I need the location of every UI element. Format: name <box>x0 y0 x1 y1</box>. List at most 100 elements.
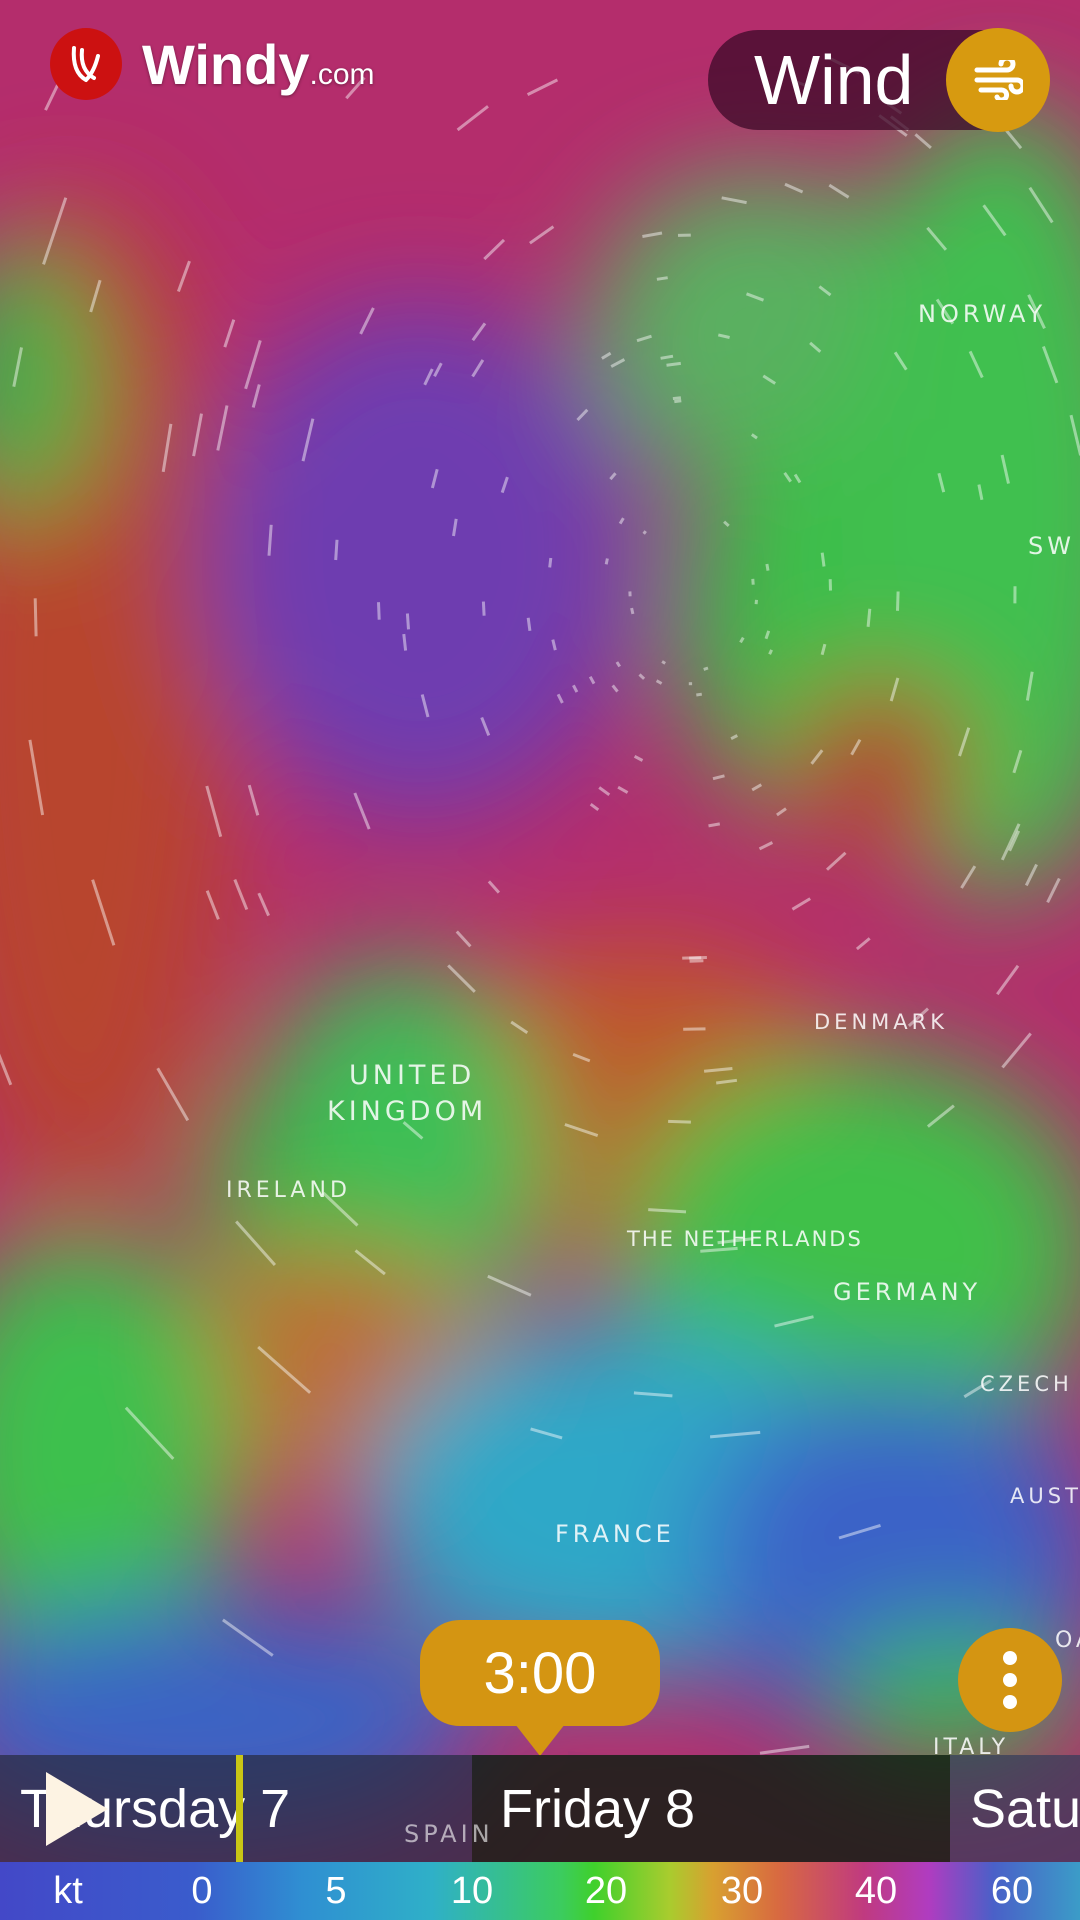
legend-tick: 10 <box>450 1870 494 1912</box>
wind-streak <box>1000 454 1010 484</box>
wind-streak <box>914 133 932 150</box>
wind-streak <box>529 225 555 245</box>
timeline-day[interactable]: Satu <box>950 1755 1080 1862</box>
wind-streak <box>42 197 68 265</box>
wind-streak <box>963 1379 992 1399</box>
wind-streak <box>420 694 430 718</box>
wind-streak <box>548 557 553 568</box>
wind-streak <box>774 1315 814 1328</box>
wind-streak <box>712 774 725 781</box>
wind-streak <box>810 749 824 765</box>
wind-streak <box>716 1078 738 1085</box>
wind-streak <box>768 649 773 655</box>
wind-streak <box>223 319 236 348</box>
wind-streak <box>233 879 249 911</box>
wind-streak <box>551 639 557 651</box>
wind-streak <box>648 1208 687 1214</box>
wind-streak <box>730 734 738 741</box>
wind-streak <box>244 339 262 390</box>
wind-streak <box>526 78 559 96</box>
wind-streak <box>402 1121 424 1140</box>
timeline-day[interactable]: Friday 8 <box>472 1755 950 1862</box>
wind-icon <box>974 60 1023 100</box>
map-label: NORWAY <box>918 300 1047 328</box>
wind-streak <box>926 226 948 251</box>
wind-streak <box>721 196 747 205</box>
wind-streak <box>709 1430 761 1439</box>
wind-streak <box>609 472 617 481</box>
wind-layer-button[interactable] <box>946 28 1050 132</box>
map-label: OA <box>1055 1628 1080 1653</box>
windy-logo[interactable]: Windy.com <box>50 28 375 100</box>
layer-selector[interactable]: Wind <box>708 28 1050 132</box>
wind-streak <box>251 384 261 408</box>
timeline[interactable]: Thursday 7 Friday 8 Satu <box>0 1755 1080 1862</box>
wind-streak <box>745 292 765 302</box>
wind-streak <box>633 754 644 762</box>
wind-streak <box>759 1744 810 1755</box>
wind-streak <box>1001 1032 1032 1069</box>
wind-streak <box>668 1119 691 1124</box>
map-label: UNITED <box>349 1060 476 1091</box>
wind-streak <box>703 666 709 671</box>
wind-streak <box>926 1104 955 1128</box>
wind-streak <box>480 716 491 736</box>
wind-streak <box>1008 830 1021 852</box>
legend-tick: 30 <box>720 1870 764 1912</box>
wind-streak <box>642 231 663 238</box>
wind-streak <box>672 396 682 401</box>
play-icon[interactable] <box>46 1772 108 1846</box>
legend-tick: 40 <box>854 1870 898 1912</box>
wind-streak <box>935 298 955 325</box>
wind-streak <box>589 802 600 812</box>
wind-streak <box>588 675 596 685</box>
timeline-progress-marker[interactable] <box>236 1755 243 1862</box>
wind-streak <box>1000 823 1021 861</box>
wind-streak <box>764 630 771 640</box>
wind-streak <box>601 351 612 360</box>
wind-streak <box>638 673 646 680</box>
wind-streak <box>723 520 730 528</box>
wind-streak <box>793 473 802 484</box>
wind-streak <box>758 841 774 851</box>
wind-streak <box>530 1427 563 1440</box>
wind-streak <box>818 285 832 297</box>
map-label: CZECH R <box>980 1372 1080 1396</box>
wind-streak <box>968 350 984 379</box>
wind-streak <box>765 563 770 571</box>
wind-streak <box>526 617 532 631</box>
map-label: KINGDOM <box>327 1096 488 1127</box>
more-menu-button[interactable] <box>958 1628 1062 1732</box>
wind-streak <box>1041 345 1059 384</box>
legend-tick: 0 <box>191 1870 213 1912</box>
wind-streak <box>487 880 501 894</box>
wind-streak <box>176 260 191 293</box>
wind-streak <box>750 433 758 440</box>
wind-streak <box>156 1067 190 1122</box>
wind-streak <box>205 890 220 920</box>
wind-streak <box>192 413 203 457</box>
more-vertical-icon <box>1003 1695 1017 1709</box>
wind-streak <box>636 334 652 343</box>
wind-streak <box>708 822 721 828</box>
wind-streak <box>447 964 476 993</box>
wind-streak <box>0 1053 13 1086</box>
wind-streak <box>655 679 663 685</box>
wind-streak <box>660 354 674 360</box>
map-label: IRELAND <box>226 1178 351 1203</box>
wind-streak <box>161 423 173 473</box>
wind-streak <box>791 897 811 911</box>
wind-streak <box>866 608 872 627</box>
wind-streak <box>471 322 487 342</box>
wind-streak <box>1069 414 1080 456</box>
map-label: THE NETHERLANDS <box>627 1227 863 1251</box>
wind-streak <box>1027 294 1046 330</box>
map-label: SPAIN <box>404 1820 494 1848</box>
wind-streak <box>1004 128 1023 150</box>
wind-streak <box>433 362 443 377</box>
wind-streak <box>850 738 862 756</box>
legend-tick: 20 <box>584 1870 628 1912</box>
current-time-bubble[interactable]: 3:00 <box>420 1620 660 1726</box>
wind-streak <box>717 333 730 339</box>
